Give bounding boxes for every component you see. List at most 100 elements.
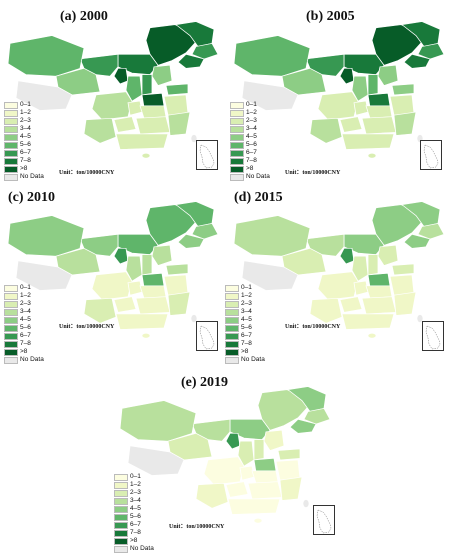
legend-swatch (114, 481, 128, 489)
legend-label: >8 (20, 165, 28, 172)
province-liaoning (177, 233, 205, 249)
province-hebei-beijing (151, 244, 173, 266)
legend-entry: 3–4 (114, 497, 154, 505)
legend-swatch (4, 292, 18, 300)
province-zhejiang-fujian (279, 476, 303, 501)
province-hainan (141, 333, 151, 339)
legend-label: 1–2 (246, 109, 257, 116)
province-hunan-jiangxi (135, 116, 171, 135)
legend-entry: 0–1 (114, 473, 154, 481)
unit-label-2005: Unit：ton/10000CNY (285, 170, 341, 176)
legend-label: 3–4 (246, 125, 257, 132)
legend-entry: 4–5 (225, 316, 265, 324)
legend-label: 2–3 (20, 300, 31, 307)
legend-entry: 4–5 (114, 505, 154, 513)
province-guangxi-guangdong (227, 498, 281, 515)
legend-entry: 2–3 (114, 489, 154, 497)
province-ningxia (339, 248, 355, 265)
legend-swatch (225, 300, 239, 308)
legend-label: 2–3 (246, 117, 257, 124)
legend-label: No Data (241, 356, 265, 363)
province-zhejiang-fujian (167, 291, 191, 316)
province-hunan-jiangxi (247, 481, 283, 500)
legend-label: 1–2 (130, 481, 141, 488)
legend-swatch (114, 537, 128, 545)
province-tibet (15, 260, 73, 291)
south-china-sea-inset-2019 (313, 505, 335, 535)
legend-swatch (4, 101, 18, 109)
province-guizhou (339, 116, 363, 133)
province-hainan (141, 153, 151, 159)
legend-swatch (4, 284, 18, 292)
province-zhejiang-fujian (393, 291, 417, 316)
legend-entry: 2–3 (4, 300, 44, 308)
province-hubei (139, 285, 167, 299)
province-zhejiang-fujian (167, 111, 191, 136)
legend-swatch (4, 300, 18, 308)
province-ningxia (339, 68, 355, 85)
legend-entry: 5–6 (230, 141, 270, 149)
province-shandong (391, 263, 415, 276)
province-yunnan (309, 117, 343, 144)
legend-swatch (230, 125, 244, 133)
china-map-2000 (7, 21, 219, 159)
legend-2000: 0–1 1–2 2–3 3–4 4–5 5–6 6–7 7–8 >8 No Data (4, 101, 44, 181)
province-chongqing (353, 100, 369, 116)
province-sichuan (317, 271, 359, 301)
province-shandong (165, 263, 189, 276)
province-shanxi (141, 74, 153, 96)
legend-swatch (230, 101, 244, 109)
legend-entry: 1–2 (4, 109, 44, 117)
map-panel-2010: (c) 2010 0–1 1–2 2–3 3–4 4–5 5–6 6–7 7–8 >8 No Da… (0, 180, 224, 365)
legend-label: 4–5 (241, 316, 252, 323)
legend-swatch (225, 292, 239, 300)
legend-label: 7–8 (246, 157, 257, 164)
legend-label: >8 (241, 348, 249, 355)
province-jilin (191, 223, 219, 240)
province-guangxi-guangdong (115, 313, 169, 330)
legend-entry: No Data (225, 356, 265, 364)
province-ningxia (225, 433, 241, 450)
legend-swatch (230, 141, 244, 149)
legend-swatch (4, 348, 18, 356)
province-jiangsu-anhui (389, 94, 415, 116)
legend-label: No Data (20, 356, 44, 363)
province-sichuan (91, 271, 133, 301)
south-china-sea-inset-2015 (422, 321, 444, 351)
legend-entry: No Data (4, 356, 44, 364)
legend-swatch (230, 165, 244, 173)
legend-label: 4–5 (20, 133, 31, 140)
legend-entry: 3–4 (4, 308, 44, 316)
province-shanxi (367, 254, 379, 276)
legend-entry: >8 (230, 165, 270, 173)
legend-swatch (114, 505, 128, 513)
map-panel-2005: (b) 2005 0–1 1–2 2–3 3–4 4–5 5–6 6–7 7–8 >8 No Da… (226, 0, 449, 185)
legend-2005: 0–1 1–2 2–3 3–4 4–5 5–6 6–7 7–8 >8 No Data (230, 101, 270, 181)
legend-label: 2–3 (20, 117, 31, 124)
legend-swatch (4, 165, 18, 173)
province-guangxi-guangdong (115, 133, 169, 150)
province-shanxi (141, 254, 153, 276)
map-panel-2000: (a) 2000 0–1 1–2 2–3 3–4 4–5 5–6 6–7 7–8 >8 No Da… (0, 0, 224, 185)
legend-label: 4–5 (20, 316, 31, 323)
map-panel-2019: (e) 2019 0–1 1–2 2–3 3–4 4–5 5–6 6–7 7–8 >8 No Da… (112, 365, 336, 553)
province-guizhou (339, 296, 363, 313)
province-zhejiang-fujian (393, 111, 417, 136)
legend-entry: 5–6 (4, 141, 44, 149)
province-tibet (241, 260, 299, 291)
legend-swatch (225, 324, 239, 332)
province-jiangsu-anhui (275, 459, 301, 481)
province-shandong (277, 448, 301, 461)
legend-label: No Data (246, 173, 270, 180)
province-chongqing (127, 100, 143, 116)
inset-map (199, 144, 215, 169)
south-china-sea-inset-2005 (420, 140, 442, 170)
province-hunan-jiangxi (135, 296, 171, 315)
legend-swatch (4, 133, 18, 141)
province-hunan-jiangxi (361, 296, 397, 315)
legend-swatch (230, 149, 244, 157)
legend-swatch (230, 109, 244, 117)
province-tibet (241, 80, 299, 111)
province-hebei-beijing (377, 244, 399, 266)
legend-swatch (225, 308, 239, 316)
